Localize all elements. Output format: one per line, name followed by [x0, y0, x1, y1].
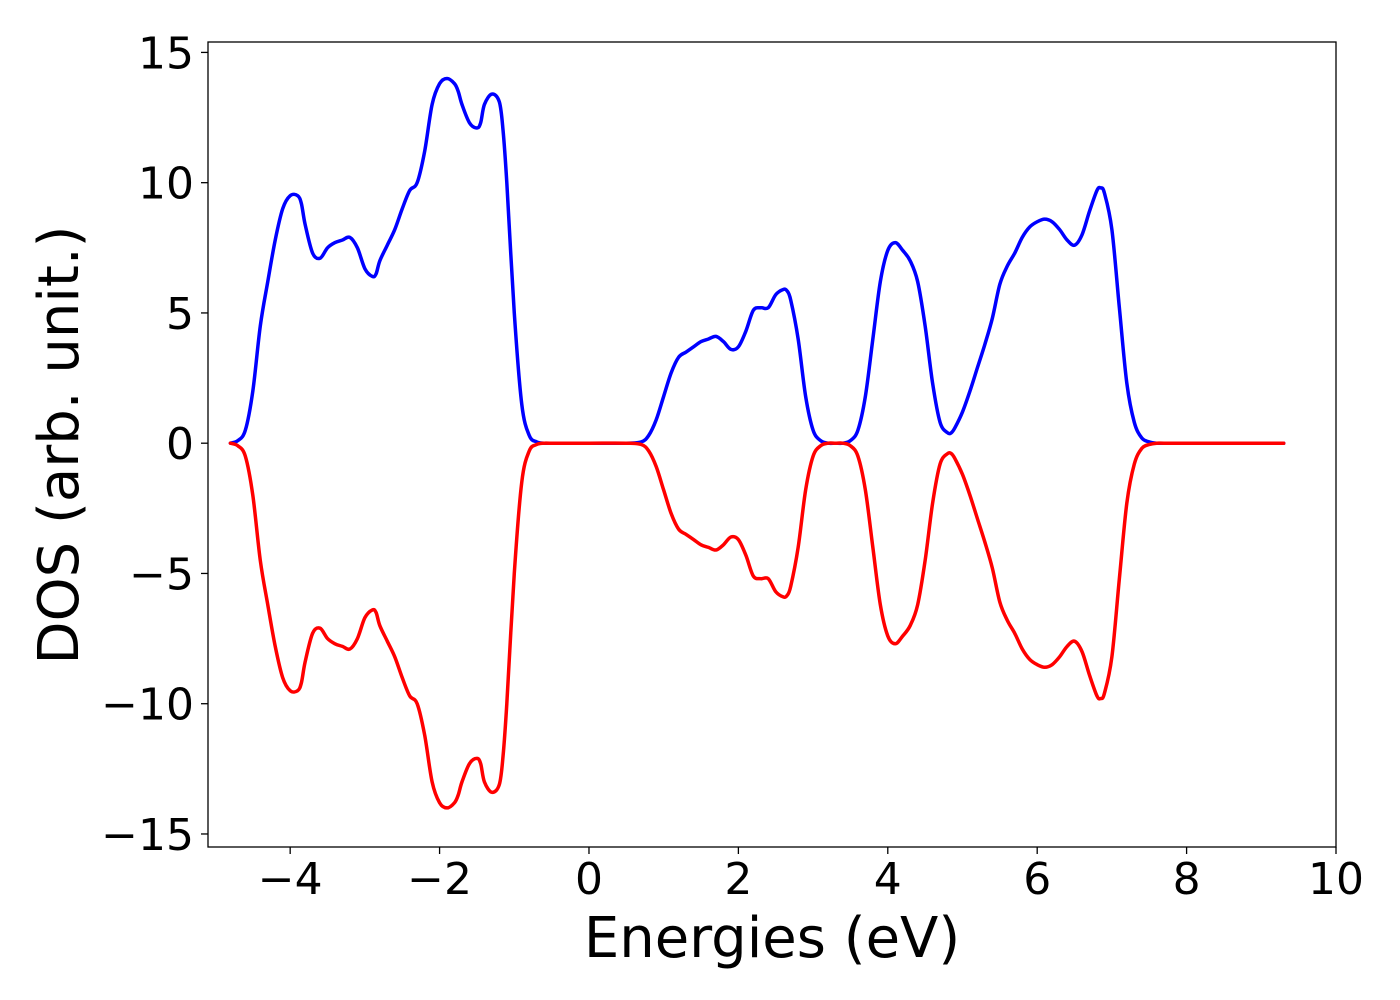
- x-tick-label: 6: [1023, 854, 1051, 905]
- x-tick-label: 0: [575, 854, 603, 905]
- x-tick-label: 10: [1308, 854, 1364, 905]
- y-tick-label: 5: [166, 289, 194, 340]
- y-tick-label: −5: [129, 549, 194, 600]
- plot-frame: [207, 41, 1337, 848]
- y-tick-label: −15: [101, 810, 194, 861]
- x-tick-label: 2: [724, 854, 752, 905]
- y-tick-label: 0: [166, 419, 194, 470]
- x-tick-label: 4: [874, 854, 902, 905]
- y-axis-label: DOS (arb. unit.): [27, 225, 92, 664]
- x-tick-label: −4: [258, 854, 323, 905]
- y-tick-label: 15: [138, 28, 194, 79]
- x-axis-label: Energies (eV): [584, 906, 960, 971]
- x-tick-label: 8: [1173, 854, 1201, 905]
- y-tick-label: 10: [138, 159, 194, 210]
- series-layer: [228, 76, 1286, 810]
- series-line-2: [228, 441, 1286, 810]
- y-tick-label: −10: [101, 680, 194, 731]
- x-tick-label: −2: [407, 854, 472, 905]
- ticks-layer: −4 −2 0 2 4 6 8 10 15 10 5 0 −5 −10 −15: [101, 28, 1364, 905]
- series-line-1: [228, 76, 1286, 446]
